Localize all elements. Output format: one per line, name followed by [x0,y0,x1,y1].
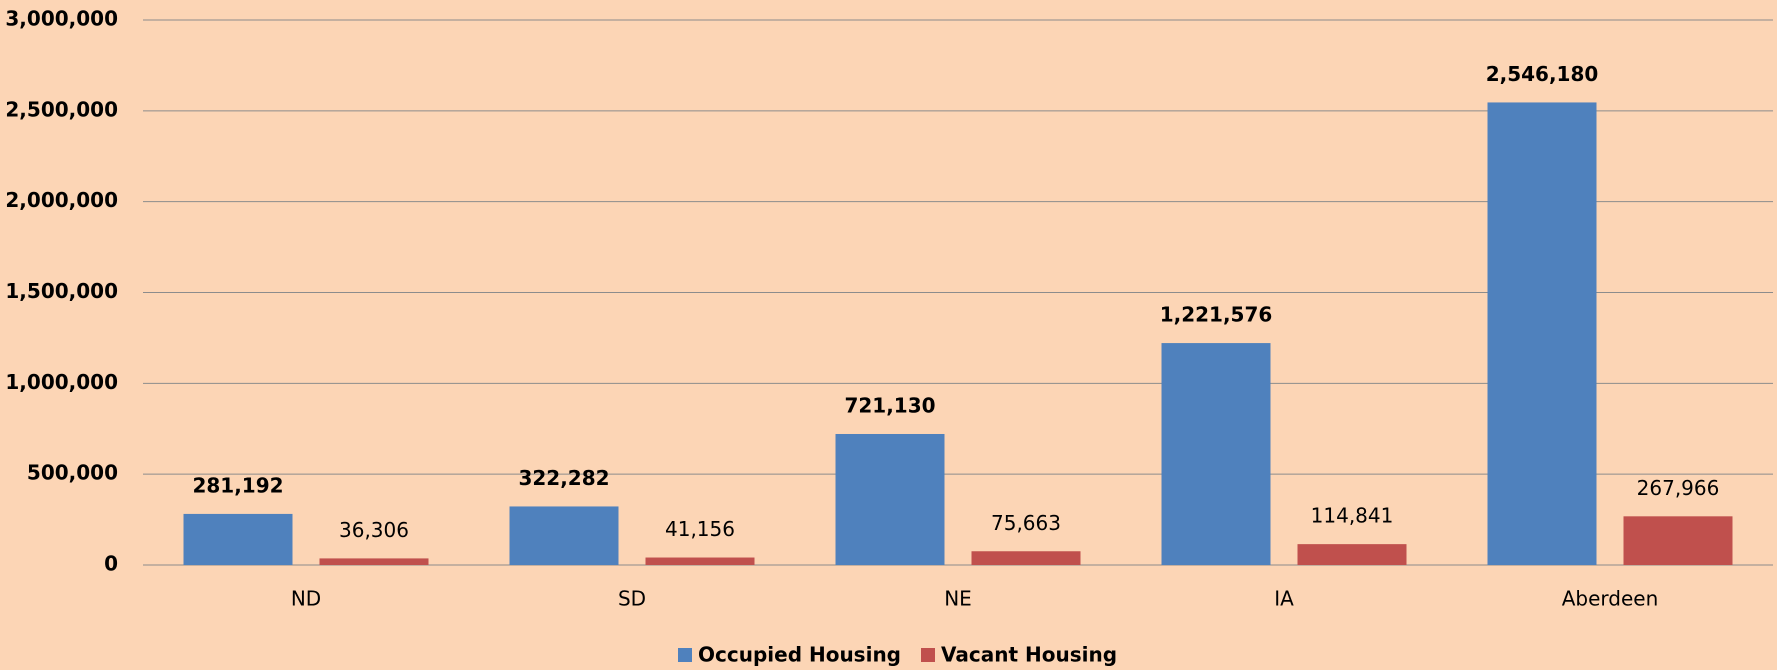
bar [1487,102,1597,565]
data-label: 36,306 [339,518,409,542]
bar [1161,343,1271,565]
bar [1297,544,1407,565]
bar [509,506,619,565]
data-label: 2,546,180 [1486,62,1599,86]
bar [645,557,755,565]
data-label: 267,966 [1637,476,1720,500]
data-label: 322,282 [518,466,609,490]
bar [319,558,429,565]
legend-label: Vacant Housing [941,643,1117,667]
bar [1623,516,1733,565]
legend-label: Occupied Housing [698,643,901,667]
data-label: 41,156 [665,517,735,541]
bar [835,433,945,565]
x-tick-label: Aberdeen [1562,587,1659,611]
data-label: 721,130 [844,393,935,417]
bar [971,551,1081,565]
x-tick-label: SD [618,587,646,611]
legend-swatch [678,648,692,662]
x-tick-label: IA [1274,587,1294,611]
data-label: 1,221,576 [1160,303,1273,327]
bar [183,513,293,565]
data-label: 114,841 [1311,504,1394,528]
data-label: 281,192 [192,473,283,497]
legend-swatch [921,648,935,662]
y-tick-label: 500,000 [27,461,118,485]
y-tick-label: 1,000,000 [5,370,118,394]
y-tick-label: 3,000,000 [5,7,118,31]
y-tick-label: 1,500,000 [5,279,118,303]
data-label: 75,663 [991,511,1061,535]
x-tick-label: NE [944,587,972,611]
y-tick-label: 2,500,000 [5,97,118,121]
y-tick-label: 0 [104,552,118,576]
y-tick-label: 2,000,000 [5,188,118,212]
x-tick-label: ND [291,587,321,611]
